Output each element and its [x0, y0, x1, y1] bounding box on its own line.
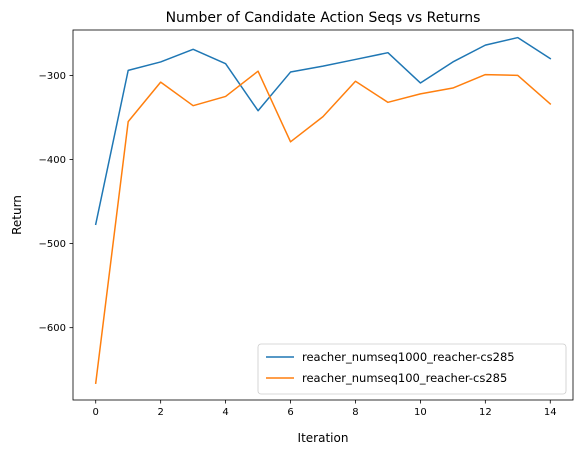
x-tick-label: 6 [287, 407, 293, 418]
y-tick-label: −500 [39, 239, 66, 250]
legend-label: reacher_numseq1000_reacher-cs285 [302, 350, 515, 364]
legend-label: reacher_numseq100_reacher-cs285 [302, 371, 507, 385]
series-line-2 [94, 70, 552, 385]
x-axis-ticks: 0 2 4 6 8 10 12 14 [93, 400, 557, 418]
y-axis-label: Return [10, 195, 24, 235]
data-lines [94, 36, 552, 385]
x-tick-label: 4 [222, 407, 228, 418]
y-axis-ticks: −600 −500 −400 −300 [39, 71, 73, 334]
plot-area [73, 30, 573, 400]
series-line-1 [94, 36, 552, 226]
y-tick-label: −400 [39, 155, 66, 166]
x-axis-label: Iteration [298, 431, 349, 445]
x-tick-label: 8 [352, 407, 358, 418]
x-tick-label: 14 [544, 407, 557, 418]
axes-frame [72, 29, 574, 401]
x-tick-label: 12 [479, 407, 492, 418]
y-tick-label: −300 [39, 71, 66, 82]
y-tick-label: −600 [39, 323, 66, 334]
chart-title: Number of Candidate Action Seqs vs Retur… [166, 10, 481, 26]
x-tick-label: 10 [414, 407, 427, 418]
legend: reacher_numseq1000_reacher-cs285 reacher_… [257, 343, 567, 395]
legend-box [257, 343, 567, 395]
x-tick-label: 0 [93, 407, 99, 418]
x-tick-label: 2 [157, 407, 163, 418]
